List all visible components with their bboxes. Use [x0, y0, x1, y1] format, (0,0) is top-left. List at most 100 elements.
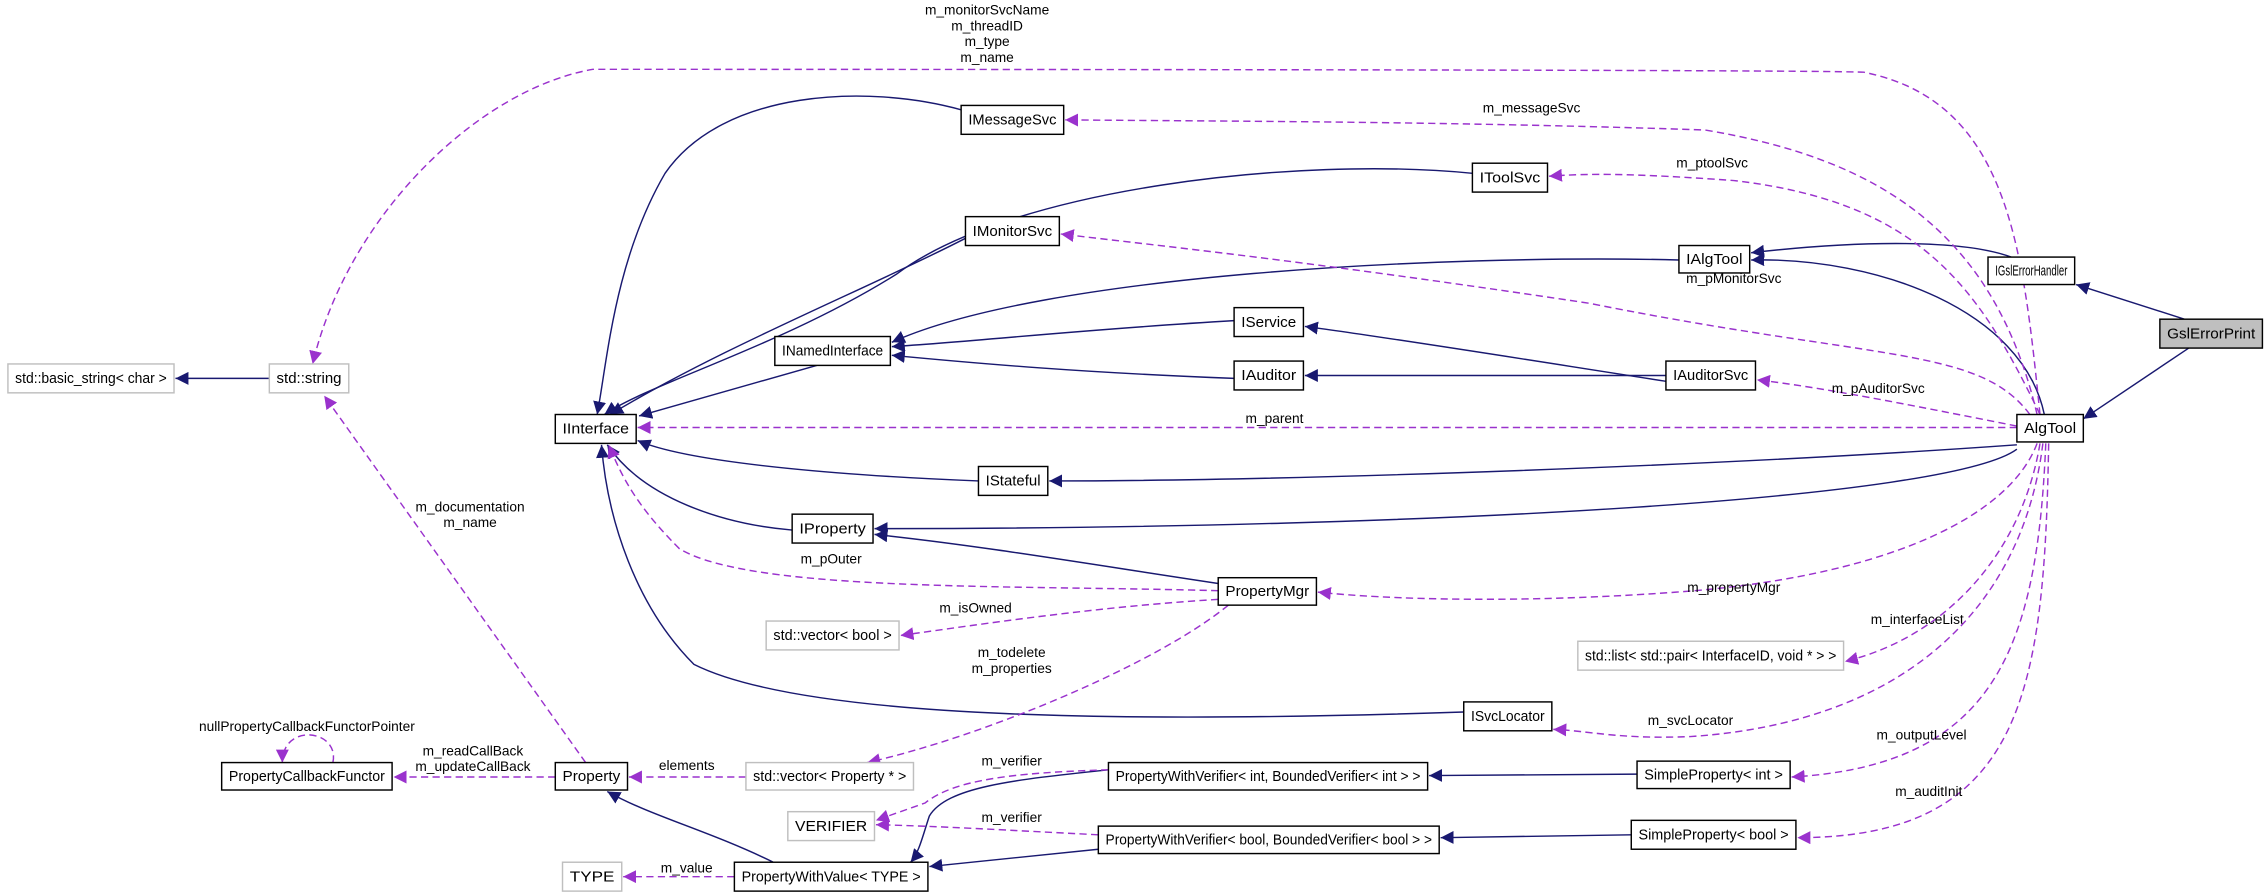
- node-box: [733, 861, 929, 892]
- node-std-list-std-pair-interfaceid-void[interactable]: std::list< std::pair< InterfaceID, void …: [1577, 640, 1845, 671]
- node-box: [977, 465, 1049, 497]
- node-iauditor[interactable]: IAuditor: [1233, 360, 1305, 391]
- node-igslerrorhandler[interactable]: IGslErrorHandler: [1987, 256, 2076, 286]
- edge-label: nullPropertyCallbackFunctorPointer: [199, 719, 415, 734]
- node-box: [1636, 760, 1791, 790]
- node-ialgtool[interactable]: IAlgTool: [1678, 244, 1751, 274]
- inheritance-edge-iauditorsvc-to-iservice: [1304, 321, 1667, 382]
- usage-edge-algtool-to-imessagesvc: m_messageSvc: [1065, 101, 2038, 415]
- node-imonitorsvc[interactable]: IMonitorSvc: [964, 215, 1061, 247]
- inheritance-edge-propertywithverifier-int-boundedverifier-int-to-propertywithvalue-type: [910, 769, 1109, 863]
- inheritance-edge-igslerrorhandler-to-ialgtool: [1751, 242, 2012, 258]
- node-box: [2016, 413, 2085, 443]
- node-imessagesvc[interactable]: IMessageSvc: [960, 104, 1065, 136]
- node-simpleproperty-int[interactable]: SimpleProperty< int >: [1636, 760, 1791, 790]
- node-box: [554, 413, 637, 445]
- node-propertywithverifier-int-boundedverifier-int[interactable]: PropertyWithVerifier< int, BoundedVerifi…: [1107, 761, 1429, 791]
- edge-line: [891, 350, 1235, 380]
- node-propertycallbackfunctor[interactable]: PropertyCallbackFunctor: [220, 761, 393, 791]
- node-iauditorsvc[interactable]: IAuditorSvc: [1665, 360, 1757, 391]
- usage-edge-algtool-to-simpleproperty-bool: m_auditInit: [1797, 443, 2050, 845]
- edge-line: [1304, 321, 1667, 382]
- edge-line: [1553, 443, 2044, 738]
- node-box: [1463, 701, 1553, 732]
- node-istateful[interactable]: IStateful: [977, 465, 1049, 497]
- usage-edge-propertywithverifier-int-boundedverifier-int-to-verifier: m_verifier: [875, 753, 1109, 823]
- node-algtool[interactable]: AlgTool: [2016, 413, 2085, 443]
- inheritance-edge-iauditor-to-inamedinterface: [891, 350, 1235, 380]
- edge-label: m_verifier: [982, 810, 1043, 825]
- edge-label: m_monitorSvcName: [925, 2, 1050, 17]
- node-propertymgr[interactable]: PropertyMgr: [1217, 576, 1318, 606]
- node-gslerrorprint[interactable]: GslErrorPrint: [2159, 318, 2264, 349]
- edge-label: m_pMonitorSvc: [1686, 271, 1781, 286]
- edge-line: [2075, 282, 2185, 320]
- edge-line: [1440, 830, 1632, 844]
- node-std-vector-property[interactable]: std::vector< Property * >: [745, 761, 915, 791]
- node-propertywithverifier-bool-boundedverifier-bool[interactable]: PropertyWithVerifier< bool, BoundedVerif…: [1097, 825, 1440, 855]
- node-box: [791, 513, 874, 544]
- node-label: INamedInterface: [782, 344, 883, 360]
- edge-line: [891, 319, 1235, 353]
- node-box: [554, 761, 629, 791]
- node-box: [1678, 244, 1751, 274]
- node-label: std::vector< bool >: [773, 628, 891, 644]
- node-isvclocator[interactable]: ISvcLocator: [1463, 701, 1553, 732]
- edge-line: [1797, 443, 2050, 845]
- edge-line: [874, 448, 2018, 536]
- edge-label: m_type: [965, 34, 1010, 49]
- edge-line: [606, 444, 793, 531]
- edge-line: [309, 68, 2041, 415]
- node-property[interactable]: Property: [554, 761, 629, 791]
- node-propertywithvalue-type[interactable]: PropertyWithValue< TYPE >: [733, 861, 929, 892]
- edge-label: m_pAuditorSvc: [1832, 381, 1925, 396]
- edge-line: [875, 769, 1109, 823]
- inheritance-edge-gslerrorprint-to-algtool: [2082, 347, 2190, 420]
- node-std-basic-string-char[interactable]: std::basic_string< char >: [7, 363, 175, 394]
- edge-line: [1317, 443, 2038, 600]
- edge-label: m_todelete: [978, 645, 1046, 660]
- edge-line: [609, 237, 966, 416]
- node-box: [220, 761, 393, 791]
- node-label: IToolSvc: [1480, 170, 1541, 186]
- edge-line: [874, 529, 1219, 585]
- node-label: Property: [563, 769, 622, 785]
- edge-line: [323, 395, 587, 763]
- node-std-vector-bool[interactable]: std::vector< bool >: [765, 620, 900, 651]
- node-type[interactable]: TYPE: [561, 861, 623, 892]
- node-itoolsvc[interactable]: IToolSvc: [1471, 162, 1549, 193]
- inheritance-edge-itoolsvc-to-iinterface: [603, 168, 1473, 416]
- node-iservice[interactable]: IService: [1233, 306, 1305, 338]
- node-verifier[interactable]: VERIFIER: [787, 810, 876, 842]
- node-label: IProperty: [799, 521, 866, 537]
- inheritance-edge-algtool-to-ialgtool: [1751, 253, 2046, 415]
- edge-line: [1049, 444, 2017, 488]
- node-label: IService: [1241, 315, 1296, 331]
- node-simpleproperty-bool[interactable]: SimpleProperty< bool >: [1630, 819, 1797, 850]
- node-box: [787, 810, 876, 842]
- edge-line: [596, 444, 1464, 718]
- inheritance-edge-propertywithvalue-type-to-property: [606, 790, 774, 863]
- edge-label: m_documentation: [416, 499, 525, 514]
- edge-label: m_propertyMgr: [1687, 580, 1780, 595]
- node-inamedinterface[interactable]: INamedInterface: [774, 335, 892, 367]
- edge-line: [1548, 168, 2041, 415]
- node-label: std::list< std::pair< InterfaceID, void …: [1585, 648, 1836, 664]
- inheritance-edge-imonitorsvc-to-iinterface: [609, 237, 966, 416]
- node-box: [1471, 162, 1549, 193]
- inheritance-edge-imessagesvc-to-iinterface: [593, 95, 962, 415]
- inheritance-edge-gslerrorprint-to-igslerrorhandler: [2075, 282, 2185, 320]
- node-iproperty[interactable]: IProperty: [791, 513, 874, 544]
- edge-line: [1791, 443, 2047, 783]
- edge-label: m_properties: [972, 661, 1052, 676]
- node-label: PropertyMgr: [1225, 584, 1309, 600]
- edge-line: [1429, 768, 1638, 782]
- node-iinterface[interactable]: IInterface: [554, 413, 637, 445]
- node-label: SimpleProperty< bool >: [1638, 828, 1788, 844]
- edge-label: m_isOwned: [939, 600, 1011, 615]
- node-label: ISvcLocator: [1471, 709, 1545, 725]
- node-std-string[interactable]: std::string: [268, 363, 350, 394]
- edge-line: [1844, 443, 2041, 665]
- node-box: [1577, 640, 1845, 671]
